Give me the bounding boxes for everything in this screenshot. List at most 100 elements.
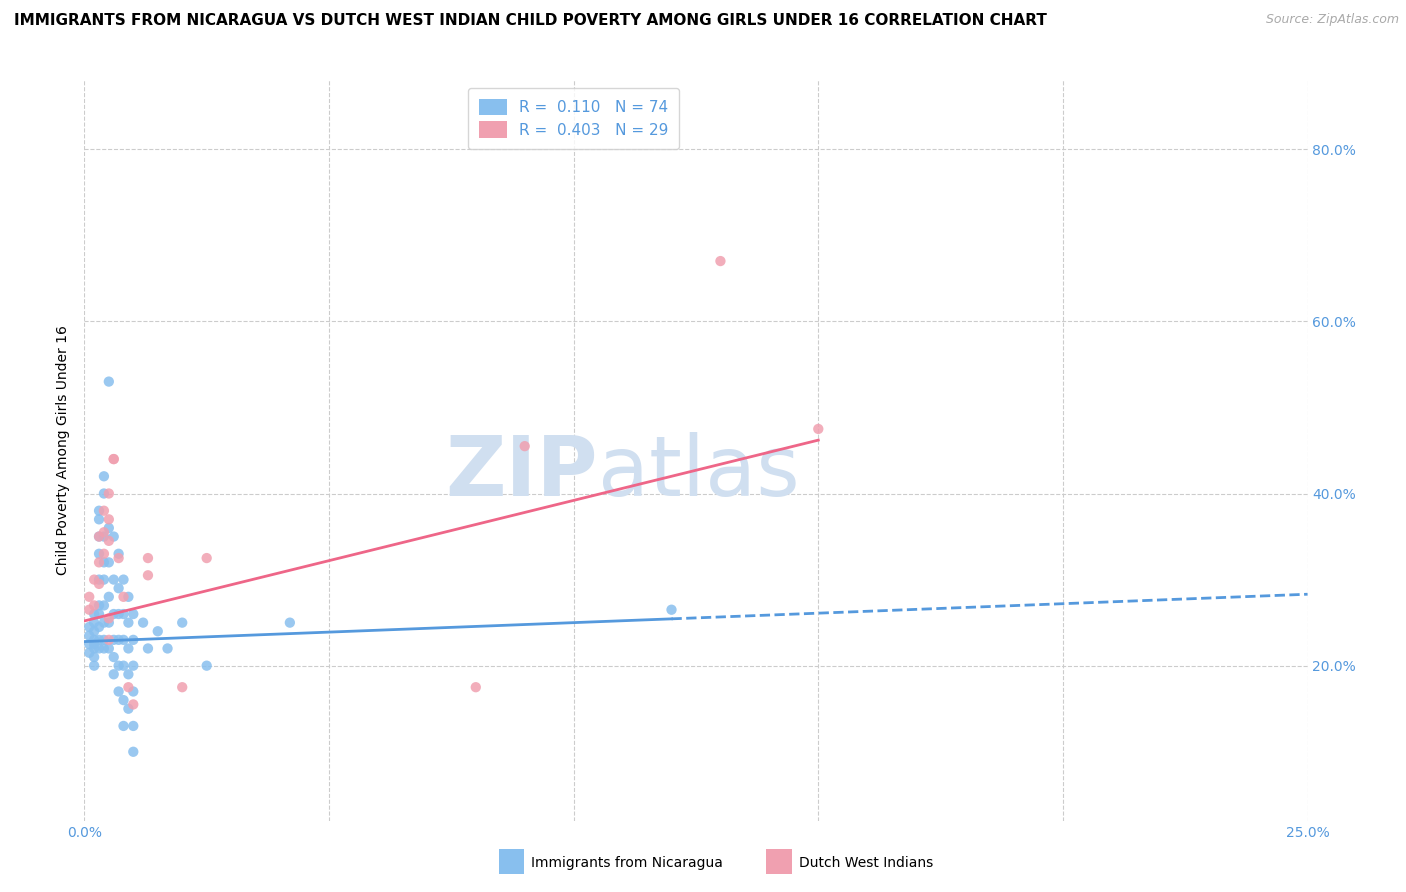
Point — [93, 469, 115, 483]
Point — [107, 551, 129, 566]
Point — [112, 573, 135, 587]
Point — [87, 547, 110, 561]
Point — [112, 590, 135, 604]
Point — [122, 698, 145, 712]
Text: ZIP: ZIP — [446, 432, 598, 513]
Point — [278, 615, 301, 630]
Point — [83, 658, 105, 673]
Point — [97, 641, 120, 656]
Point — [103, 573, 125, 587]
Point — [103, 632, 125, 647]
Point — [112, 693, 135, 707]
Point — [93, 547, 115, 561]
Point — [87, 504, 110, 518]
Point — [136, 568, 159, 582]
Point — [122, 658, 145, 673]
Point — [93, 615, 115, 630]
Point — [107, 581, 129, 595]
Point — [97, 486, 120, 500]
Point — [122, 632, 145, 647]
Point — [77, 646, 100, 660]
Point — [112, 632, 135, 647]
Point — [103, 530, 125, 544]
Text: IMMIGRANTS FROM NICARAGUA VS DUTCH WEST INDIAN CHILD POVERTY AMONG GIRLS UNDER 1: IMMIGRANTS FROM NICARAGUA VS DUTCH WEST … — [14, 13, 1047, 29]
Point — [83, 615, 105, 630]
Point — [112, 719, 135, 733]
Point — [97, 615, 120, 630]
Point — [709, 254, 731, 268]
Point — [112, 658, 135, 673]
Point — [146, 624, 169, 639]
Point — [87, 599, 110, 613]
Point — [136, 641, 159, 656]
Point — [136, 551, 159, 566]
Point — [77, 620, 100, 634]
Point — [103, 452, 125, 467]
Point — [83, 624, 105, 639]
Point — [83, 607, 105, 621]
Point — [117, 590, 139, 604]
Point — [87, 632, 110, 647]
Point — [83, 632, 105, 647]
Y-axis label: Child Poverty Among Girls Under 16: Child Poverty Among Girls Under 16 — [56, 326, 70, 575]
Point — [97, 512, 120, 526]
Point — [93, 573, 115, 587]
Text: Dutch West Indians: Dutch West Indians — [799, 855, 932, 870]
Point — [513, 439, 536, 453]
Point — [122, 719, 145, 733]
Point — [107, 632, 129, 647]
Point — [93, 641, 115, 656]
Point — [97, 555, 120, 569]
Point — [122, 607, 145, 621]
Point — [87, 577, 110, 591]
Point — [117, 667, 139, 681]
Point — [93, 486, 115, 500]
Point — [87, 555, 110, 569]
Point — [87, 573, 110, 587]
Point — [83, 650, 105, 665]
Point — [172, 615, 194, 630]
Point — [97, 590, 120, 604]
Point — [77, 603, 100, 617]
Legend: R =  0.110   N = 74, R =  0.403   N = 29: R = 0.110 N = 74, R = 0.403 N = 29 — [468, 88, 679, 149]
Point — [87, 512, 110, 526]
Point — [195, 658, 218, 673]
Point — [132, 615, 155, 630]
Point — [77, 629, 100, 643]
Point — [195, 551, 218, 566]
Point — [97, 521, 120, 535]
Point — [93, 632, 115, 647]
Point — [117, 641, 139, 656]
Point — [97, 632, 120, 647]
Text: Source: ZipAtlas.com: Source: ZipAtlas.com — [1265, 13, 1399, 27]
Point — [93, 504, 115, 518]
Point — [122, 684, 145, 698]
Point — [107, 684, 129, 698]
Point — [93, 599, 115, 613]
Point — [97, 533, 120, 548]
Point — [87, 530, 110, 544]
Point — [117, 702, 139, 716]
Point — [93, 530, 115, 544]
Point — [807, 422, 830, 436]
Point — [117, 680, 139, 694]
Point — [103, 667, 125, 681]
Point — [83, 599, 105, 613]
Text: atlas: atlas — [598, 432, 800, 513]
Point — [117, 615, 139, 630]
Point — [97, 611, 120, 625]
Point — [77, 637, 100, 651]
Point — [172, 680, 194, 694]
Point — [77, 590, 100, 604]
Point — [83, 641, 105, 656]
Point — [87, 607, 110, 621]
Point — [107, 658, 129, 673]
Point — [93, 525, 115, 540]
Point — [87, 641, 110, 656]
Text: Immigrants from Nicaragua: Immigrants from Nicaragua — [531, 855, 723, 870]
Point — [661, 603, 683, 617]
Point — [107, 547, 129, 561]
Point — [103, 607, 125, 621]
Point — [112, 607, 135, 621]
Point — [103, 650, 125, 665]
